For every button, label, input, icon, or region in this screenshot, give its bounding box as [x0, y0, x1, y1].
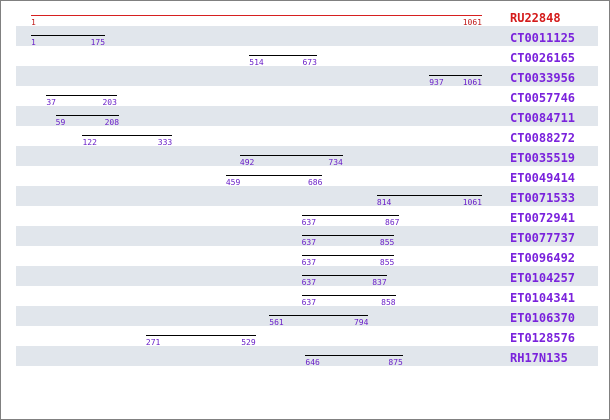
hit-start-label: 637 [301, 258, 317, 267]
hit-name-link[interactable]: CT0084711 [510, 111, 576, 125]
reference-name-link[interactable]: RU22848 [510, 11, 561, 25]
hit-end-label: 837 [372, 278, 387, 287]
hit-segment [82, 135, 173, 136]
hit-name-link[interactable]: CT0033956 [510, 71, 576, 85]
hit-segment [305, 355, 403, 356]
reference-row: 1 1061 RU22848 [16, 6, 598, 27]
hit-start-label: 637 [301, 238, 317, 247]
hit-start-label: 561 [269, 318, 284, 327]
hit-name-link[interactable]: ET0072941 [510, 211, 576, 225]
hit-row: 646 875 RH17N135 [16, 346, 598, 367]
hit-end-label: 203 [102, 98, 117, 107]
hit-segment [301, 235, 395, 236]
hit-start-label: 637 [301, 278, 317, 287]
hit-end-label: 1061 [462, 198, 482, 207]
hit-row: 637 855 ET0096492 [16, 246, 598, 267]
hit-segment [46, 95, 117, 96]
hit-row: 561 794 ET0106370 [16, 306, 598, 327]
hit-row: 459 686 ET0049414 [16, 166, 598, 187]
hit-segment [301, 295, 396, 296]
hit-end-label: 858 [381, 298, 396, 307]
hit-segment [31, 35, 106, 36]
hit-row: 271 529 ET0128576 [16, 326, 598, 347]
hit-start-label: 459 [225, 178, 241, 187]
hit-start-label: 646 [305, 358, 320, 367]
hit-segment [55, 115, 120, 116]
hit-name-link[interactable]: ET0104341 [510, 291, 576, 305]
hit-name-link[interactable]: CT0088272 [510, 131, 576, 145]
hit-start-label: 637 [301, 298, 317, 307]
hit-end-label: 1061 [462, 78, 482, 87]
hit-end-label: 794 [353, 318, 369, 327]
hit-start-label: 637 [301, 218, 317, 227]
hit-name-link[interactable]: CT0026165 [510, 51, 576, 65]
hit-end-label: 686 [307, 178, 323, 187]
hit-end-label: 208 [104, 118, 120, 127]
hit-start-label: 937 [429, 78, 444, 87]
hit-row: 492 734 ET0035519 [16, 146, 598, 167]
hit-start-label: 1 [31, 38, 36, 47]
hit-row: 514 673 CT0026165 [16, 46, 598, 67]
hit-name-link[interactable]: ET0035519 [510, 151, 576, 165]
hit-row: 637 837 ET0104257 [16, 266, 598, 287]
reference-start-label: 1 [31, 18, 36, 27]
hit-row: 637 858 ET0104341 [16, 286, 598, 307]
reference-end-label: 1061 [462, 18, 482, 27]
hit-name-link[interactable]: CT0057746 [510, 91, 576, 105]
hit-row: 637 855 ET0077737 [16, 226, 598, 247]
hit-end-label: 529 [241, 338, 256, 347]
hit-segment [301, 255, 395, 256]
hit-row: 122 333 CT0088272 [16, 126, 598, 147]
hit-name-link[interactable]: RH17N135 [510, 351, 568, 365]
hit-start-label: 59 [55, 118, 66, 127]
hit-row: 59 208 CT0084711 [16, 106, 598, 127]
hit-name-link[interactable]: ET0096492 [510, 251, 576, 265]
hit-start-label: 122 [82, 138, 97, 147]
hit-end-label: 175 [90, 38, 106, 47]
hit-segment [249, 55, 317, 56]
hit-end-label: 855 [379, 238, 395, 247]
hit-segment [376, 195, 482, 196]
hit-end-label: 875 [388, 358, 403, 367]
hit-end-label: 673 [302, 58, 317, 67]
hit-end-label: 867 [385, 218, 400, 227]
hit-end-label: 855 [379, 258, 395, 267]
hit-name-link[interactable]: ET0106370 [510, 311, 576, 325]
hit-row: 814 1061 ET0071533 [16, 186, 598, 207]
hit-name-link[interactable]: ET0128576 [510, 331, 576, 345]
hit-end-label: 333 [157, 138, 173, 147]
hit-start-label: 814 [376, 198, 392, 207]
hit-start-label: 37 [46, 98, 56, 107]
hit-row: 637 867 ET0072941 [16, 206, 598, 227]
hit-segment [145, 335, 256, 336]
hit-row: 37 203 CT0057746 [16, 86, 598, 107]
hit-start-label: 492 [239, 158, 255, 167]
hit-end-label: 734 [328, 158, 343, 167]
hit-segment [301, 215, 400, 216]
hit-row: 1 175 CT0011125 [16, 26, 598, 47]
hit-name-link[interactable]: CT0011125 [510, 31, 576, 45]
hit-segment [301, 275, 387, 276]
hit-name-link[interactable]: ET0077737 [510, 231, 576, 245]
hit-segment [429, 75, 482, 76]
hit-segment [225, 175, 323, 176]
hit-name-link[interactable]: ET0071533 [510, 191, 576, 205]
hit-segment [269, 315, 369, 316]
hit-name-link[interactable]: ET0104257 [510, 271, 576, 285]
reference-segment [31, 15, 482, 16]
hit-name-link[interactable]: ET0049414 [510, 171, 576, 185]
hit-start-label: 271 [145, 338, 161, 347]
hit-segment [239, 155, 343, 156]
hit-row: 937 1061 CT0033956 [16, 66, 598, 87]
hit-start-label: 514 [249, 58, 264, 67]
